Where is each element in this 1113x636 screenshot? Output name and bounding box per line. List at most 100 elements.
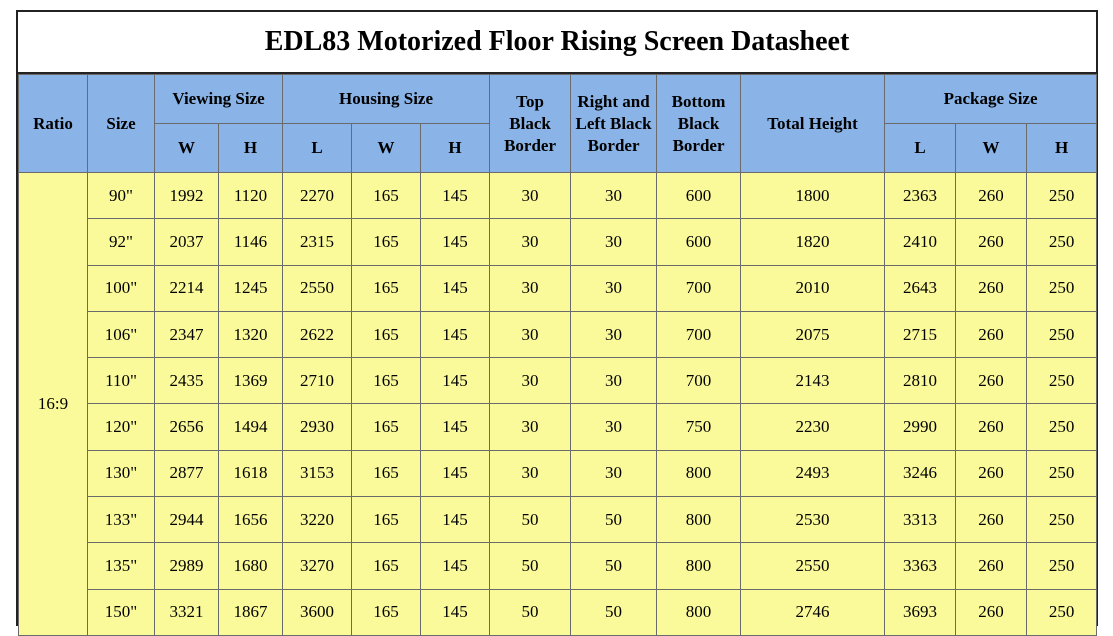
cell-viewing-h: 1494 [217,403,284,451]
cell-housing-l: 2315 [282,218,353,266]
cell-housing-w: 165 [351,171,422,220]
cell-total-height: 2493 [740,449,886,498]
cell-package-l: 2715 [884,310,957,359]
cell-housing-l: 3270 [282,542,353,590]
cell-bottom-border: 700 [656,310,742,359]
cell-top-border: 50 [489,588,572,636]
cell-package-w: 260 [955,588,1028,636]
cell-package-h: 250 [1026,542,1098,590]
cell-housing-w: 165 [351,264,422,312]
header-viewing-size: Viewing Size [153,74,284,124]
cell-housing-h: 145 [420,357,491,405]
header-line: Right and [577,91,650,111]
cell-viewing-h: 1120 [217,171,284,220]
cell-package-h: 250 [1026,496,1098,544]
cell-housing-l: 2550 [282,264,353,312]
header-ratio: Ratio [18,74,88,173]
cell-top-border: 30 [489,449,572,498]
cell-top-border: 30 [489,264,572,312]
header-line: Border [587,135,640,155]
cell-housing-l: 3600 [282,588,353,636]
cell-package-h: 250 [1026,588,1098,636]
cell-package-l: 3693 [884,588,957,636]
cell-viewing-w: 2347 [154,310,219,359]
header-bottom-black-border: Bottom Black Border [656,74,742,173]
cell-viewing-w: 2989 [154,542,219,590]
cell-bottom-border: 800 [656,496,742,544]
ratio-cell: 16:9 [18,172,88,636]
cell-housing-h: 145 [420,171,491,220]
header-line: Top [516,91,544,111]
cell-housing-w: 165 [351,542,422,590]
table-row: 130" 2877 1618 3153 165 145 30 30 800 2493 3246 260… [19,449,1098,498]
cell-viewing-w: 3321 [154,588,219,636]
header-line: Bottom [671,91,726,111]
cell-side-border: 30 [570,218,658,266]
header-housing-w: W [351,123,422,173]
table-row: 120" 2656 1494 2930 165 145 30 30 750 2230 2990 260… [19,403,1098,451]
cell-viewing-h: 1146 [217,218,284,266]
cell-viewing-w: 2037 [154,218,219,266]
header-line: Border [504,135,557,155]
cell-housing-h: 145 [420,403,491,451]
cell-top-border: 50 [489,542,572,590]
cell-package-h: 250 [1026,357,1098,405]
table-row: 133" 2944 1656 3220 165 145 50 50 800 2530 3313 260… [19,496,1098,544]
cell-size: 92" [87,218,155,266]
table-row: 16:9 90" 1992 1120 2270 165 145 30 30 600 1800 2363… [18,171,1098,636]
cell-bottom-border: 750 [656,403,742,451]
cell-size: 135" [87,542,155,590]
header-top-black-border: Top Black Border [489,74,572,173]
spec-table: Ratio Size Viewing Size Housing Size Top… [18,74,1098,636]
cell-top-border: 50 [489,496,572,544]
cell-bottom-border: 700 [656,264,742,312]
cell-housing-h: 145 [420,496,491,544]
cell-package-w: 260 [955,403,1028,451]
cell-package-h: 250 [1026,310,1098,359]
table-row: 150" 3321 1867 3600 165 145 50 50 800 2746 3693 260… [19,588,1098,636]
cell-housing-h: 145 [420,310,491,359]
cell-package-w: 260 [955,218,1028,266]
cell-housing-w: 165 [351,496,422,544]
table-row: 92" 2037 1146 2315 165 145 30 30 600 1820 2410 260 2… [19,218,1098,266]
cell-side-border: 50 [570,496,658,544]
cell-size: 133" [87,496,155,544]
header-line: Left Black [575,113,652,133]
cell-package-h: 250 [1026,449,1098,498]
cell-bottom-border: 800 [656,449,742,498]
cell-top-border: 30 [489,171,572,220]
cell-side-border: 50 [570,588,658,636]
table-row: 106" 2347 1320 2622 165 145 30 30 700 2075 2715 260… [19,310,1098,359]
header-package-h: H [1026,123,1098,173]
header-line: Black [509,113,551,133]
header-total-height: Total Height [740,74,886,173]
cell-total-height: 1800 [740,171,886,220]
header-line: Black [677,113,720,133]
table-row: 100" 2214 1245 2550 165 145 30 30 700 2010 2643 260… [19,264,1098,312]
header-side-black-border: Right and Left Black Border [570,74,658,173]
cell-viewing-w: 2944 [154,496,219,544]
cell-size: 150" [87,588,155,636]
cell-bottom-border: 800 [656,542,742,590]
cell-bottom-border: 600 [656,218,742,266]
cell-package-l: 3363 [884,542,957,590]
cell-size: 130" [87,449,155,498]
cell-bottom-border: 800 [656,588,742,636]
cell-side-border: 30 [570,403,658,451]
cell-bottom-border: 600 [656,171,742,220]
cell-viewing-h: 1245 [217,264,284,312]
cell-housing-w: 165 [351,449,422,498]
cell-package-w: 260 [955,171,1028,220]
cell-package-l: 2410 [884,218,957,266]
cell-side-border: 30 [570,357,658,405]
cell-size: 106" [87,310,155,359]
header-housing-size: Housing Size [282,74,491,124]
cell-package-l: 3313 [884,496,957,544]
cell-side-border: 50 [570,542,658,590]
cell-package-l: 3246 [884,449,957,498]
page-title: EDL83 Motorized Floor Rising Screen Data… [18,12,1096,74]
cell-viewing-w: 2877 [154,449,219,498]
cell-total-height: 2230 [740,403,886,451]
cell-viewing-w: 1992 [154,171,219,220]
cell-package-l: 2363 [884,171,957,220]
